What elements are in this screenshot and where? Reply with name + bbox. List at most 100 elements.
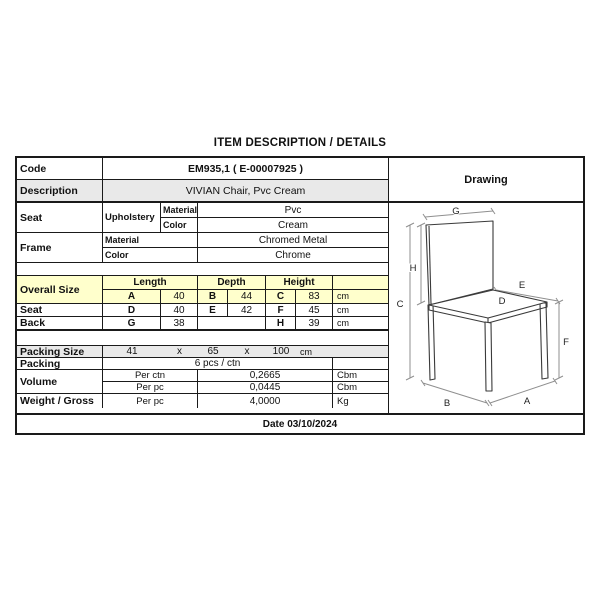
empty-cell — [333, 276, 388, 289]
dim-label-c: C — [397, 299, 404, 310]
seat-subrows: Material Pvc Color Cream — [161, 203, 388, 232]
table-row: Color Chrome — [103, 248, 388, 262]
seat-material-label: Material — [163, 203, 198, 217]
dim-key-a: A — [103, 289, 161, 303]
table-row: Code EM935,1 ( E-00007925 ) — [17, 158, 388, 180]
dim-value-e: 42 — [228, 304, 266, 316]
depth-header: Depth — [198, 276, 266, 289]
empty-cell — [333, 358, 388, 369]
weight-value: 4,0000 — [198, 394, 333, 408]
dim-label-d: D — [499, 296, 506, 307]
table-row: Description VIVIAN Chair, Pvc Cream — [17, 180, 388, 203]
dim-key-h: H — [266, 317, 296, 329]
spacer-row — [17, 263, 388, 276]
weight-row: Weight / Gross Per pc 4,0000 Kg — [17, 394, 388, 408]
packing-label: Packing — [17, 358, 103, 369]
date-row: Date 03/10/2024 — [17, 415, 583, 433]
packing-size-label: Packing Size — [17, 346, 103, 357]
code-value: EM935,1 ( E-00007925 ) — [188, 162, 303, 175]
drawing-panel: Drawing — [388, 158, 583, 413]
volume-per-pc-unit: Cbm — [337, 382, 358, 393]
dim-label-g: G — [452, 206, 459, 217]
packing-dim-1: 41 — [126, 346, 138, 357]
height-header: Height — [266, 276, 333, 289]
frame-color-value: Chrome — [275, 249, 311, 261]
volume-per-pc-label: Per pc — [103, 382, 198, 393]
packing-dim-2: 65 — [207, 346, 219, 357]
dim-value-a: 40 — [161, 289, 198, 303]
seat-section: Seat Upholstery Material Pvc Color Cream — [17, 203, 388, 233]
seat-size-label: Seat — [17, 304, 103, 316]
dim-value-d: 40 — [161, 304, 198, 316]
dim-value-f: 45 — [296, 304, 333, 316]
frame-section: Frame Material Chromed Metal Color Chrom… — [17, 233, 388, 263]
frame-material-label: Material — [103, 233, 198, 247]
page-title: ITEM DESCRIPTION / DETAILS — [213, 137, 387, 149]
seat-size-row: Seat D 40 E 42 F 45 cm — [17, 304, 388, 317]
volume-label: Volume — [17, 370, 103, 393]
spacer-row — [17, 331, 388, 346]
dim-key-g: G — [103, 317, 161, 329]
frame-material-value: Chromed Metal — [258, 234, 328, 246]
table-row: Per pc 0,0445 Cbm — [103, 382, 388, 393]
dim-key-e: E — [198, 304, 228, 316]
drawing-header: Drawing — [389, 158, 583, 203]
dim-label-a: A — [524, 396, 531, 407]
dim-label-b: B — [444, 398, 450, 408]
dim-value-c: 83 — [296, 289, 333, 303]
volume-per-pc-value: 0,0445 — [198, 382, 333, 393]
volume-per-ctn-label: Per ctn — [103, 370, 198, 381]
dim-key-f: F — [266, 304, 296, 316]
seat-upholstery-label: Upholstery — [103, 203, 161, 232]
packing-row: Packing 6 pcs / ctn — [17, 358, 388, 370]
chair-drawing: G H C E D F B A — [396, 205, 571, 410]
weight-label: Weight / Gross — [17, 394, 103, 408]
times-separator: x — [177, 346, 182, 357]
packing-size-row: Packing Size 41 x 65 x 100 cm — [17, 346, 388, 358]
spec-sheet-table: Code EM935,1 ( E-00007925 ) Description … — [15, 156, 585, 435]
table-row: Per ctn 0,2665 Cbm — [103, 370, 388, 382]
volume-subrows: Per ctn 0,2665 Cbm Per pc 0,0445 Cbm — [103, 370, 388, 393]
date-value: Date 03/10/2024 — [262, 418, 338, 430]
frame-subrows: Material Chromed Metal Color Chrome — [103, 233, 388, 262]
dim-label-e: E — [519, 280, 525, 291]
back-size-row: Back G 38 H 39 cm — [17, 317, 388, 331]
weight-per-label: Per pc — [103, 394, 198, 408]
packing-value: 6 pcs / ctn — [103, 358, 333, 369]
volume-section: Volume Per ctn 0,2665 Cbm Per pc 0,0445 … — [17, 370, 388, 394]
times-separator: x — [244, 346, 250, 357]
details-table: Code EM935,1 ( E-00007925 ) Description … — [17, 158, 388, 413]
empty-cell — [198, 317, 266, 329]
overall-size-values: A 40 B 44 C 83 cm — [103, 289, 388, 303]
size-header-row: Length Depth Height — [103, 276, 388, 290]
dim-label-f: F — [563, 337, 569, 348]
seat-color-value: Cream — [277, 219, 308, 231]
description-value: VIVIAN Chair, Pvc Cream — [185, 184, 306, 197]
length-header: Length — [103, 276, 198, 289]
unit-cell: cm — [300, 346, 312, 357]
drawing-canvas: G H C E D F B A — [389, 203, 583, 413]
frame-color-label: Color — [103, 248, 198, 262]
packing-dim-3: 100 — [272, 346, 290, 357]
dim-key-b: B — [198, 289, 228, 303]
unit-cell: cm — [337, 305, 349, 315]
dim-value-h: 39 — [296, 317, 333, 329]
dim-key-c: C — [266, 289, 296, 303]
overall-size-subrows: Length Depth Height A 40 B 44 C 83 cm — [103, 276, 388, 303]
table-row: Color Cream — [161, 218, 388, 232]
seat-material-value: Pvc — [284, 204, 302, 216]
sheet-main: Code EM935,1 ( E-00007925 ) Description … — [17, 158, 583, 415]
frame-label: Frame — [17, 233, 103, 262]
description-label: Description — [17, 180, 103, 201]
overall-size-label: Overall Size — [17, 276, 103, 303]
dim-value-g: 38 — [161, 317, 198, 329]
seat-label: Seat — [17, 203, 103, 232]
volume-per-ctn-value: 0,2665 — [198, 370, 333, 381]
volume-per-ctn-unit: Cbm — [337, 370, 358, 381]
weight-unit: Kg — [337, 395, 349, 407]
dim-key-d: D — [103, 304, 161, 316]
unit-cell: cm — [337, 291, 349, 302]
dim-label-h: H — [410, 263, 417, 274]
overall-size-section: Overall Size Length Depth Height A 40 B … — [17, 276, 388, 304]
dim-value-b: 44 — [228, 289, 266, 303]
